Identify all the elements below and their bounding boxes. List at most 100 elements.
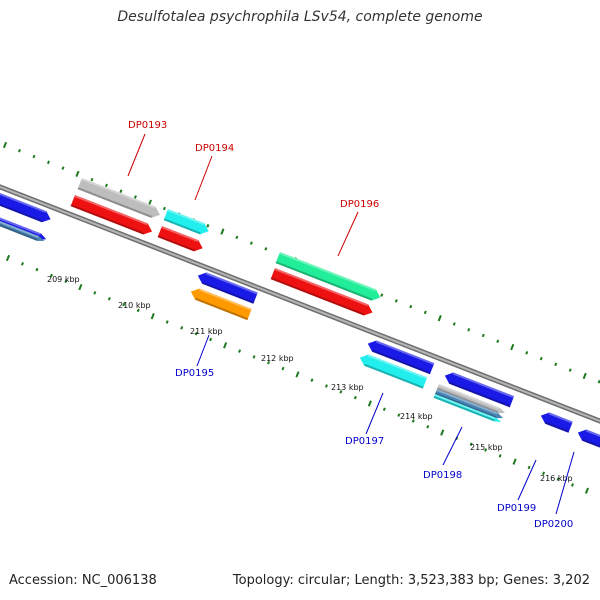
minor-tick [162,206,166,211]
minor-tick [206,224,210,228]
minor-tick [556,477,560,481]
minor-tick [568,368,572,372]
minor-tick [353,395,357,400]
map-title: Desulfotalea psychrophila LSv54, complet… [117,9,483,25]
minor-tick [194,331,198,336]
tick-label-216: 216 kbp [540,474,573,483]
minor-tick [61,166,65,170]
tick-label-209: 209 kbp [47,275,80,284]
gene-features [0,178,600,453]
minor-tick [107,296,111,301]
minor-tick [527,465,531,470]
minor-tick [104,183,108,188]
gene-label-dp0199[interactable]: DP0199 [497,503,536,514]
gene-label-dp0198[interactable]: DP0198 [423,470,462,481]
tick-label-212: 212 kbp [261,354,294,363]
gene-arrow-dp0193[interactable] [77,178,162,220]
gene-arrow-dp0195[interactable] [189,286,252,321]
gene-label-dp0193[interactable]: DP0193 [128,120,167,131]
minor-tick [209,337,213,342]
minor-tick [249,241,253,245]
minor-tick [498,454,502,458]
gene-callouts: DP0193 DP0194 DP0196 DP0195 DP0197 DP019… [127,120,575,530]
minor-tick [339,390,343,394]
gene-arrow-steel-left[interactable] [0,214,45,243]
tick-label-210: 210 kbp [118,301,151,310]
major-tick [437,315,442,322]
minor-tick [64,279,68,284]
gene-arrow-dp0199[interactable] [539,410,573,433]
minor-tick [554,362,558,367]
major-tick [5,254,11,262]
gene-arrow-dp0198-cyan[interactable] [433,394,503,424]
minor-tick [324,384,328,388]
minor-tick [20,262,24,266]
major-tick [440,429,445,436]
minor-tick [180,326,184,330]
minor-tick [281,366,285,371]
gene-arrow-blue-left-a[interactable] [0,186,53,225]
gene-label-dp0196[interactable]: DP0196 [340,199,379,210]
accession-text: Accession: NC_006138 [9,573,157,588]
gene-label-dp0200[interactable]: DP0200 [534,519,573,530]
minor-tick [46,160,50,165]
minor-tick [32,154,36,159]
minor-tick [397,413,401,417]
gene-arrow-red-c[interactable] [270,268,375,318]
minor-tick [496,339,500,344]
minor-tick [35,267,39,272]
major-tick [512,458,517,465]
minor-tick [310,378,314,382]
tick-label-213: 213 kbp [331,383,364,392]
minor-tick [539,356,543,361]
minor-tick [90,177,94,182]
gene-arrow-blue-c[interactable] [443,370,515,408]
topology-summary: Topology: circular; Length: 3,523,383 bp… [232,573,590,588]
minor-tick [423,310,427,315]
minor-tick [467,327,471,332]
gene-arrow-dp0194[interactable] [163,209,211,237]
gene-arrow-dp0198-grey[interactable] [436,384,506,416]
minor-tick [409,304,413,309]
gene-arrow-blue-b[interactable] [366,338,435,375]
gene-arrow-red-b[interactable] [157,226,205,254]
major-tick [150,313,155,320]
gene-label-dp0197[interactable]: DP0197 [345,436,384,447]
genome-backbone [0,184,600,424]
major-tick [584,487,590,494]
gene-arrow-dp0200[interactable] [576,427,600,453]
minor-tick [525,351,529,355]
minor-tick [122,302,126,307]
minor-tick [426,424,430,429]
minor-tick [571,483,574,487]
minor-tick [267,360,271,365]
minor-tick [481,333,485,338]
scale-labels: 209 kbp 210 kbp 211 kbp 212 kbp 213 kbp … [47,275,573,483]
gene-label-dp0194[interactable]: DP0194 [195,143,234,154]
minor-tick [235,235,239,240]
gene-arrow-dp0196[interactable] [275,252,383,303]
major-tick [78,283,83,291]
major-tick [582,372,587,380]
gene-arrow-dp0197[interactable] [358,352,428,389]
minor-tick [380,293,384,297]
minor-tick [136,308,140,313]
gene-arrow-red-a[interactable] [70,195,155,237]
tick-label-211: 211 kbp [190,327,223,336]
minor-tick [382,407,386,412]
minor-tick [484,448,488,452]
gene-arrow-blue-a[interactable] [196,270,258,304]
major-tick [510,343,515,351]
gene-arrow-dp0198[interactable] [434,389,504,421]
minor-tick [452,322,456,326]
minor-tick [49,273,53,278]
minor-tick [542,471,546,476]
major-tick [75,170,80,178]
minor-tick [93,291,97,295]
minor-tick [238,349,242,353]
gene-label-dp0195[interactable]: DP0195 [175,368,214,379]
minor-tick [18,149,21,153]
minor-tick [469,442,473,446]
tick-label-214: 214 kbp [400,412,433,421]
minor-tick [411,419,415,423]
